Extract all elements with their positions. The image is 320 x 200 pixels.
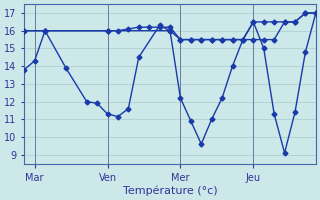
X-axis label: Température (°c): Température (°c) [123,185,217,196]
